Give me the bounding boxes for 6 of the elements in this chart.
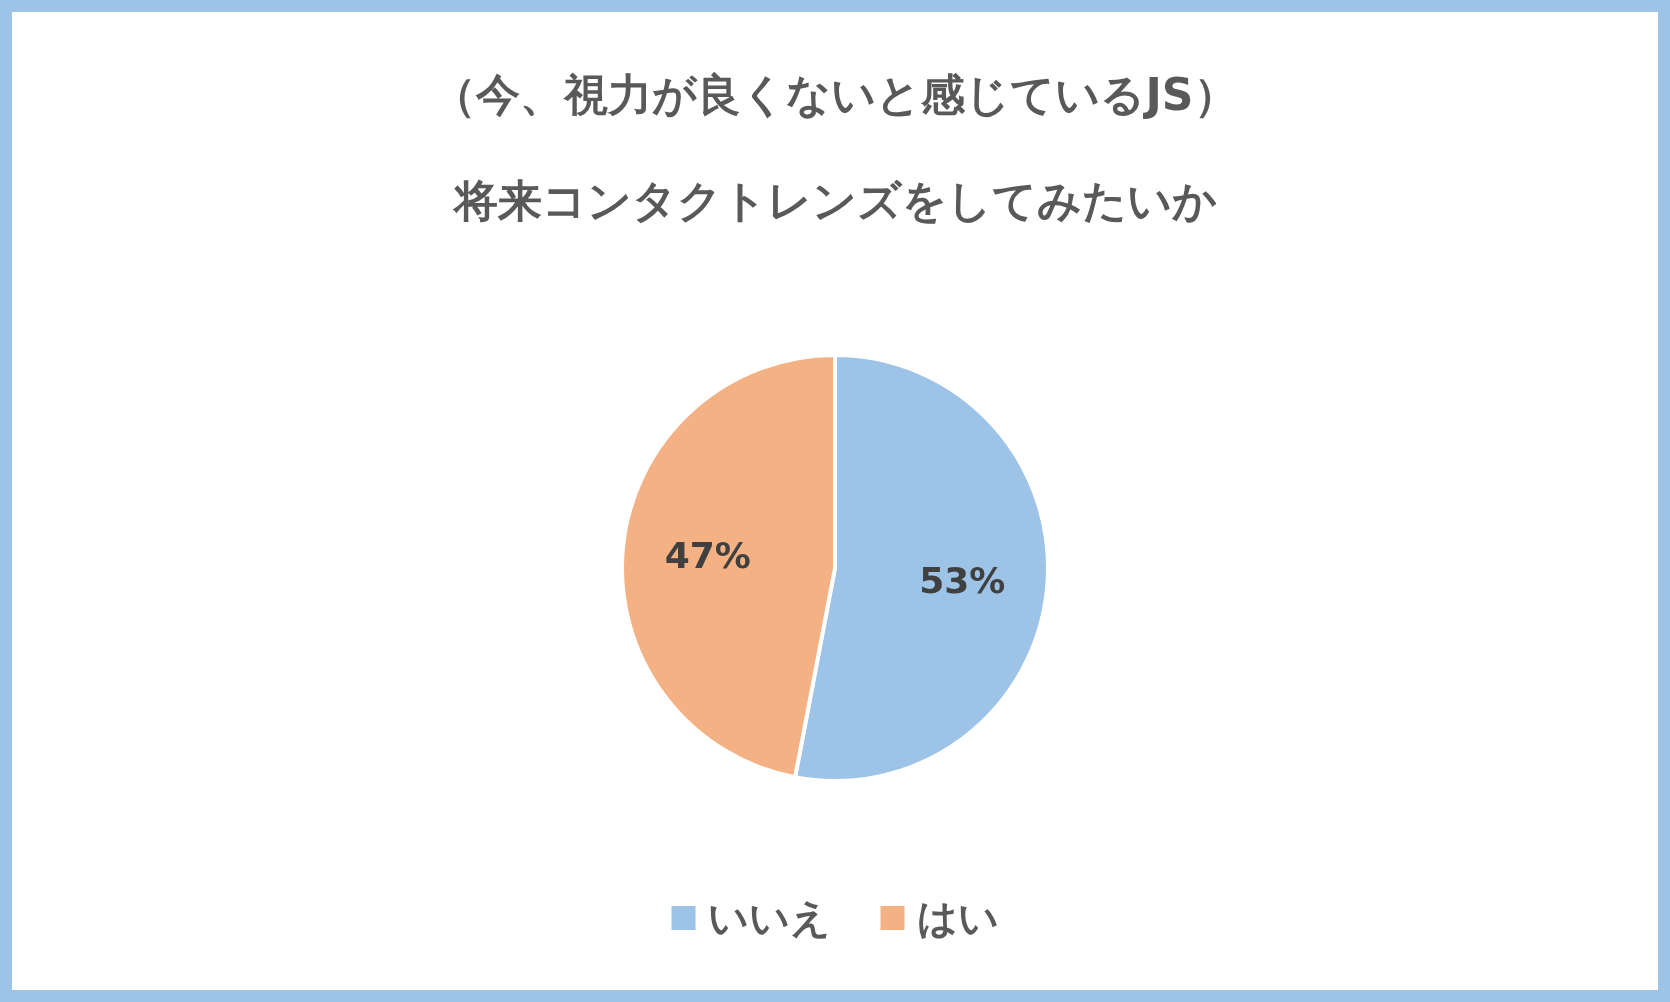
legend-label: いいえ: [707, 895, 831, 941]
chart-title: （今、視力が良くないと感じているJS）: [432, 68, 1238, 120]
data-label: 53%: [919, 559, 1006, 601]
data-label: 47%: [664, 535, 751, 577]
legend-label: はい: [916, 895, 999, 941]
chart-subtitle: 将来コンタクトレンズをしてみたいか: [451, 174, 1217, 226]
